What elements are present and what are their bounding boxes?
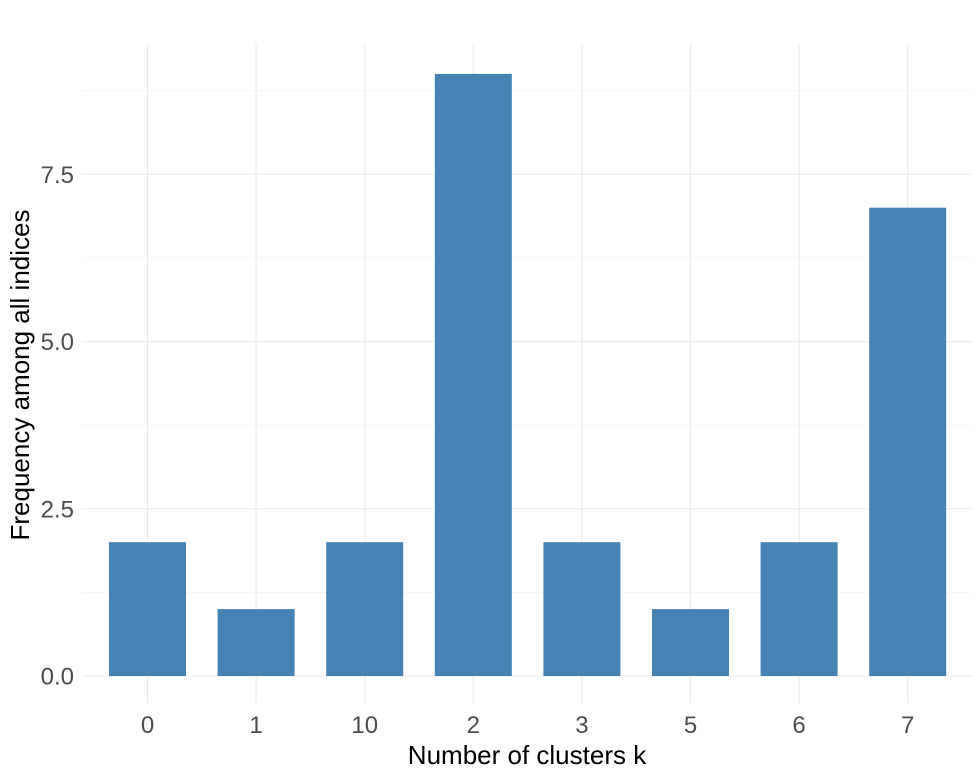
x-tick-label: 2 [467,712,480,739]
bar-7 [869,207,947,676]
grid-lines [82,44,972,703]
bar-3 [543,542,621,676]
x-tick-label: 5 [684,712,697,739]
bar-6 [760,542,838,676]
y-tick-label: 0.0 [41,664,74,691]
y-tick-label: 2.5 [41,496,74,523]
bar-2 [434,73,512,676]
x-tick-label: 7 [901,712,914,739]
x-tick-label: 1 [249,712,262,739]
y-tick-label: 5.0 [41,329,74,356]
x-tick-label: 3 [575,712,588,739]
x-tick-labels: 0 1 10 2 3 5 6 7 [141,712,915,739]
bar-0 [109,542,186,676]
y-axis-title: Frequency among all indices [5,210,35,541]
x-axis-title: Number of clusters k [408,740,647,770]
x-tick-label: 6 [792,712,805,739]
x-tick-label: 0 [141,712,154,739]
x-tick-label: 10 [351,712,378,739]
bar-1 [217,609,295,676]
bars [109,73,947,676]
bar-5 [652,609,729,676]
bar-10 [326,542,404,676]
y-tick-labels: 0.0 2.5 5.0 7.5 [41,162,74,691]
y-tick-label: 7.5 [41,162,74,189]
